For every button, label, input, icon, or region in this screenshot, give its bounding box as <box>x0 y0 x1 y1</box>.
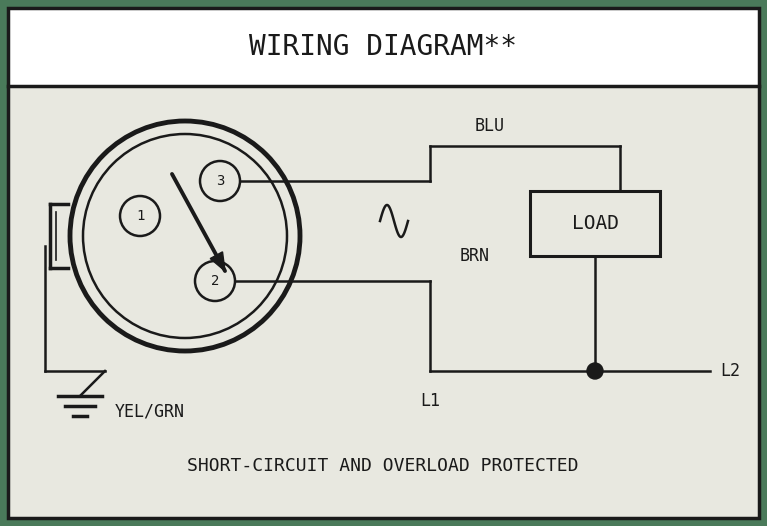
Circle shape <box>587 363 603 379</box>
Text: SHORT-CIRCUIT AND OVERLOAD PROTECTED: SHORT-CIRCUIT AND OVERLOAD PROTECTED <box>187 457 579 475</box>
Bar <box>8 86 759 518</box>
Text: YEL/GRN: YEL/GRN <box>115 402 185 420</box>
Text: 2: 2 <box>211 274 219 288</box>
Text: WIRING DIAGRAM**: WIRING DIAGRAM** <box>249 33 517 61</box>
Bar <box>530 191 660 256</box>
Bar <box>8 8 759 86</box>
Polygon shape <box>210 252 225 271</box>
Text: LOAD: LOAD <box>571 214 618 233</box>
Text: 1: 1 <box>136 209 144 223</box>
Text: L1: L1 <box>420 392 440 410</box>
Text: BLU: BLU <box>475 117 505 135</box>
Text: BRN: BRN <box>460 247 490 265</box>
Text: L2: L2 <box>720 362 740 380</box>
Text: 3: 3 <box>216 174 224 188</box>
